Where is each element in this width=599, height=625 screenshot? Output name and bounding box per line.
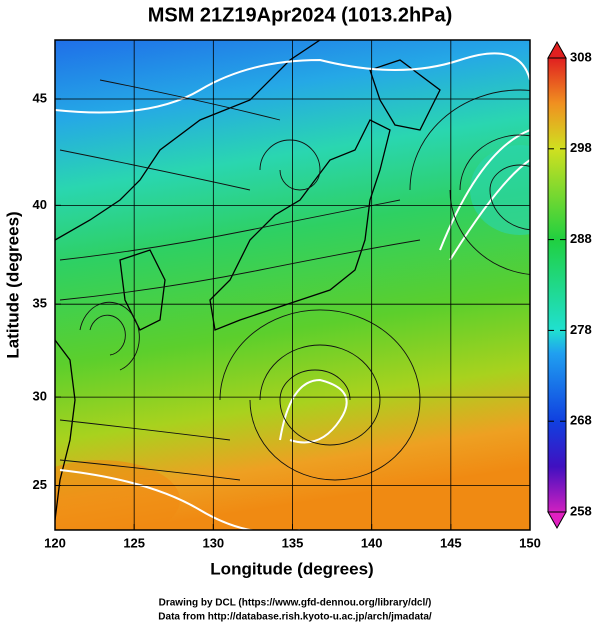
x-tick-label: 140	[361, 535, 383, 550]
credit: Data from http://database.rish.kyoto-u.a…	[158, 612, 432, 623]
colorbar-tick-label: 268	[570, 413, 592, 428]
streamline	[259, 344, 381, 446]
colorbar-tick-label: 288	[570, 231, 592, 246]
x-tick-label: 150	[519, 535, 541, 550]
coastline	[119, 249, 166, 331]
x-tick-label: 120	[44, 535, 66, 550]
title: MSM 21Z19Apr2024 (1013.2hPa)	[148, 4, 453, 26]
x-tick-label: 145	[440, 535, 462, 550]
y-axis-label: Latitude (degrees)	[3, 211, 22, 358]
isotherm	[55, 52, 530, 114]
streamline	[219, 309, 421, 481]
coastline	[55, 40, 321, 241]
colorbar-tick-label: 278	[570, 322, 592, 337]
coastline	[55, 339, 76, 521]
colorbar-tick-label: 308	[570, 49, 592, 64]
coastline	[369, 59, 441, 131]
colorbar-max-arrow	[547, 40, 567, 59]
x-tick-label: 135	[282, 535, 304, 550]
y-tick-label: 45	[33, 90, 47, 105]
x-tick-label: 130	[202, 535, 224, 550]
streamline	[459, 134, 530, 231]
graticule	[55, 40, 530, 530]
y-tick-label: 40	[33, 197, 47, 212]
colorbar-min-arrow	[547, 511, 567, 530]
y-tick-label: 25	[33, 477, 47, 492]
y-tick-label: 30	[33, 389, 47, 404]
coastline	[209, 119, 391, 331]
map-field	[55, 40, 530, 530]
streamline	[409, 89, 530, 275]
x-axis-label: Longitude (degrees)	[210, 559, 373, 578]
colorbar-tick-label: 298	[570, 140, 592, 155]
isotherm	[59, 469, 300, 530]
streamline	[259, 139, 321, 191]
colorbar-tick-label: 258	[570, 503, 592, 518]
credit: Drawing by DCL (https://www.gfd-dennou.o…	[159, 598, 432, 609]
streamline	[59, 79, 421, 481]
x-tick-label: 125	[123, 535, 145, 550]
colorbar	[547, 57, 567, 513]
warm-area	[55, 460, 180, 530]
y-tick-label: 35	[33, 296, 47, 311]
isotherm	[279, 378, 348, 444]
